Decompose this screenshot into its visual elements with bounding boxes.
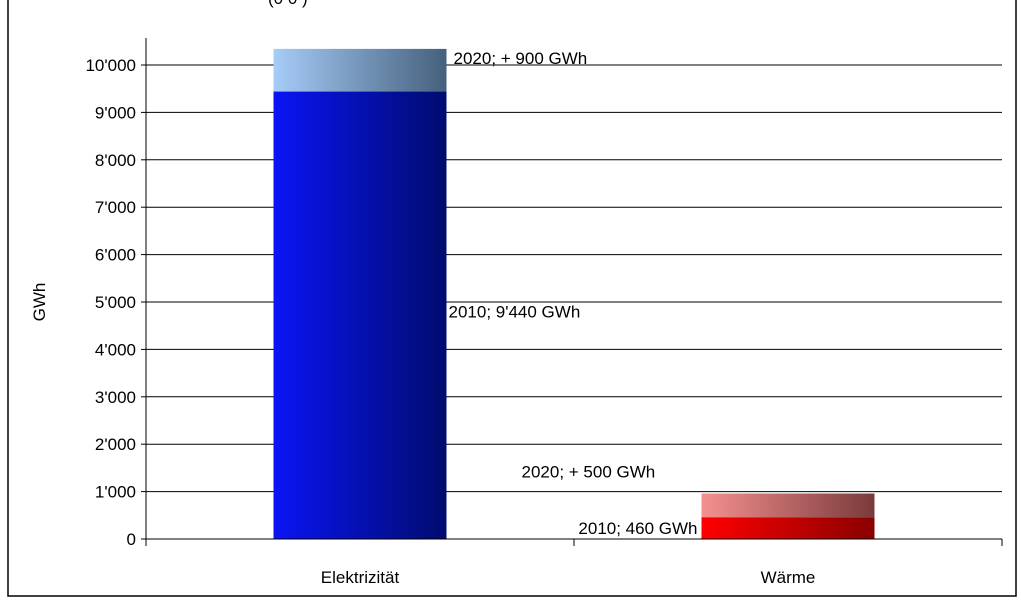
data-label-2020-waerme: 2020; + 500 GWh [522,462,656,481]
y-tick-label: 9'000 [95,103,136,122]
y-tick-label: 2'000 [95,435,136,454]
bar-2020-waerme [701,493,875,518]
y-tick-label: 7'000 [95,198,136,217]
bar-2020-elektrizitaet [273,48,447,92]
x-category-label: Elektrizität [321,568,400,587]
data-label-2010-waerme: 2010; 460 GWh [578,519,697,538]
y-tick-label: 1'000 [95,483,136,502]
y-tick-label: 0 [127,530,136,549]
y-tick-label: 8'000 [95,151,136,170]
y-tick-label: 6'000 [95,246,136,265]
x-category-label: Wärme [761,568,816,587]
partial-title-text: (0 0 ) [268,0,308,8]
y-tick-label: 3'000 [95,388,136,407]
y-tick-label: 10'000 [85,56,136,75]
bar-2010-elektrizitaet [273,91,447,539]
bar-2010-waerme [701,517,875,539]
y-tick-label: 4'000 [95,340,136,359]
data-label-2020-elektrizitaet: 2020; + 900 GWh [454,49,588,68]
y-tick-label: 5'000 [95,293,136,312]
chart-frame [7,0,1017,597]
data-label-2010-elektrizitaet: 2010; 9'440 GWh [449,302,581,321]
y-axis-title: GWh [30,283,49,322]
